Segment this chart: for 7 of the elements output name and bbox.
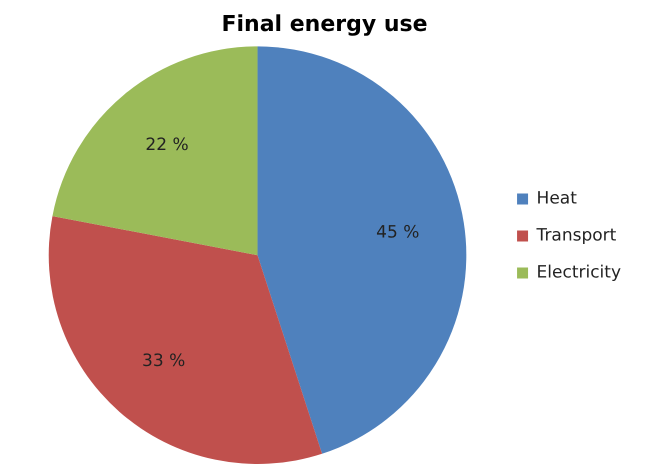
legend-label: Electricity (536, 262, 622, 282)
data-label: 33 % (142, 351, 186, 372)
legend-label: Transport (536, 225, 617, 246)
data-label: 22 % (145, 135, 189, 156)
chart-title: Final energy use (221, 12, 428, 37)
legend-label: Heat (536, 188, 578, 208)
data-label: 45 % (376, 222, 420, 242)
